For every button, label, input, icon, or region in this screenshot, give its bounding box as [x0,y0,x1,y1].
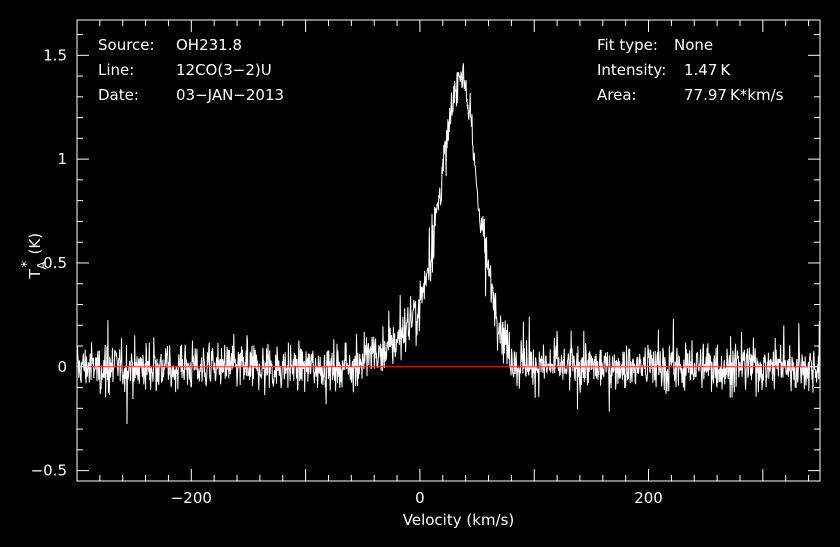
date-key: Date: [98,86,139,104]
line-key: Line: [98,61,134,79]
y-axis-label-unit: (K) [26,233,44,255]
y-tick-label: −0.5 [31,462,67,480]
y-axis-label-main: T [26,269,44,280]
info-left: Source: OH231.8 Line: 12CO(3−2)U Date: 0… [98,36,284,104]
axis-tick-labels: −200 0 200 −0.5 0 0.5 1 1.5 [31,46,663,507]
x-tick-label: 0 [415,489,425,507]
intensity-key: Intensity: [597,61,666,79]
plot-frame [76,19,821,482]
y-axis-label-sub: A [35,261,49,270]
fit-type-value: None [674,36,713,54]
date-value: 03−JAN−2013 [176,86,284,104]
intensity-value: 1.47 K [684,61,731,79]
spectrum-line [76,63,821,425]
line-value: 12CO(3−2)U [176,61,272,79]
y-axis-label-sup: * [20,261,35,268]
source-key: Source: [98,36,155,54]
x-tick-label: −200 [171,489,212,507]
y-tick-label: 0.5 [43,254,67,272]
x-tick-label: 200 [634,489,663,507]
info-right: Fit type: None Intensity: 1.47 K Area: 7… [597,36,784,104]
y-tick-label: 0 [57,358,67,376]
y-axis-label: T * A (K) [20,233,49,280]
fit-type-key: Fit type: [597,36,658,54]
spectrum-series [76,63,821,425]
area-key: Area: [597,86,637,104]
x-axis-label: Velocity (km/s) [403,511,514,529]
y-tick-label: 1.5 [43,46,67,64]
area-value: 77.97 K*km/s [684,86,784,104]
source-value: OH231.8 [176,36,242,54]
axis-ticks [76,20,820,481]
y-tick-label: 1 [57,150,67,168]
